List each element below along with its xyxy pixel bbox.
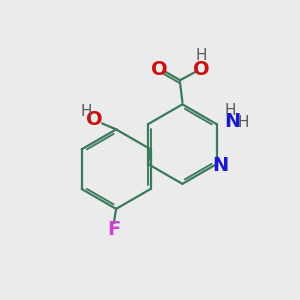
Text: O: O: [193, 60, 209, 79]
Text: N: N: [212, 156, 229, 175]
Text: H: H: [224, 103, 236, 118]
Text: H: H: [196, 48, 207, 63]
Text: O: O: [151, 59, 167, 79]
Text: N: N: [224, 112, 240, 131]
Text: H: H: [80, 104, 92, 119]
Text: F: F: [107, 220, 120, 239]
Text: H: H: [238, 115, 249, 130]
Text: O: O: [86, 110, 103, 129]
